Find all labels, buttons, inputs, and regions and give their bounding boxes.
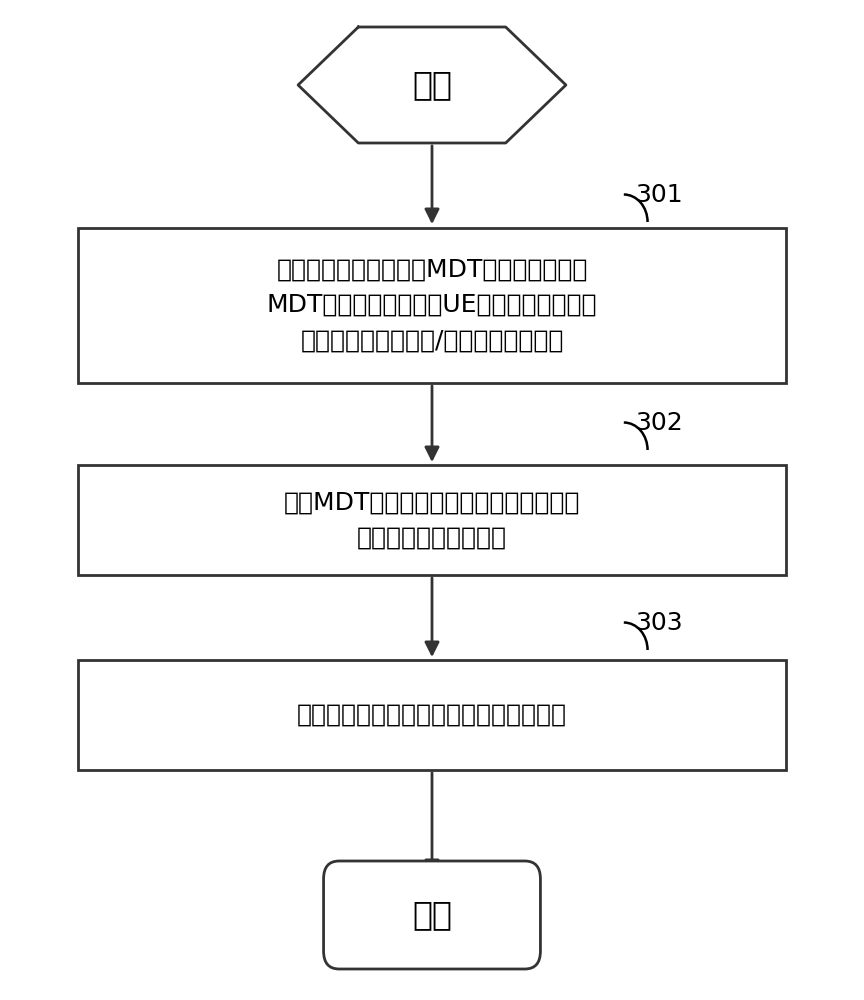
Text: 结束: 结束 [412, 898, 452, 932]
Bar [78, 660, 786, 770]
Text: 根据MDT配置信息进行最小化路测，得到
最小化路测的测量结果: 根据MDT配置信息进行最小化路测，得到 最小化路测的测量结果 [283, 490, 581, 550]
Text: 接收网络侧设备发送的MDT配置信息，所述
MDT配置信息指示所述UE需要上报测量结果
的无线局域网设备和/或蓝牙设备的信息: 接收网络侧设备发送的MDT配置信息，所述 MDT配置信息指示所述UE需要上报测量… [267, 258, 597, 352]
Text: 开始: 开始 [412, 68, 452, 102]
Bar [78, 228, 786, 383]
Text: 向网络侧设备发送最小化路测的测量结果: 向网络侧设备发送最小化路测的测量结果 [297, 703, 567, 727]
Text: 301: 301 [635, 183, 683, 207]
FancyBboxPatch shape [323, 861, 540, 969]
Bar [78, 465, 786, 575]
Text: 302: 302 [635, 411, 683, 435]
Text: 303: 303 [635, 611, 683, 635]
